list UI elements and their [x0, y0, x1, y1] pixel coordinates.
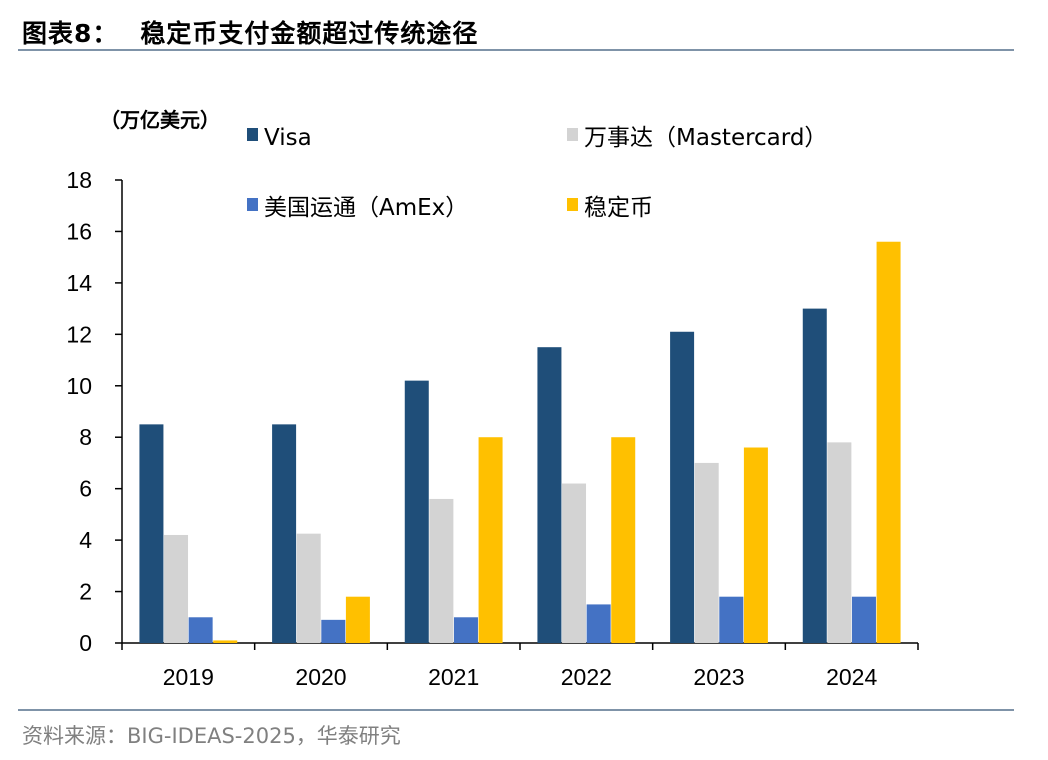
y-tick-label: 16 [66, 218, 92, 244]
y-tick-label: 18 [66, 167, 92, 193]
bar-2020-series-1 [272, 424, 297, 643]
bars [139, 241, 901, 643]
legend-swatch-2 [567, 128, 578, 141]
legend-label-2: 万事达（Mastercard） [584, 125, 827, 151]
legend-swatch-4 [567, 198, 578, 211]
bar-2022-series-4 [611, 437, 636, 643]
y-tick-label: 2 [79, 579, 92, 605]
bar-2020-series-3 [321, 619, 346, 643]
x-tick-label: 2023 [693, 664, 744, 690]
y-tick-label: 14 [66, 270, 92, 296]
bar-2024-series-4 [876, 241, 901, 643]
bar-2021-series-3 [453, 617, 478, 643]
x-tick-label: 2022 [561, 664, 612, 690]
legend-label-1: Visa [264, 125, 312, 151]
legend-label-4: 稳定币 [584, 195, 653, 221]
bar-2023-series-3 [719, 596, 744, 643]
bottom-divider [18, 709, 1014, 711]
y-tick-label: 10 [66, 373, 92, 399]
bar-2021-series-4 [478, 437, 503, 643]
x-tick-label: 2019 [163, 664, 214, 690]
x-tick-label: 2024 [826, 664, 877, 690]
bar-2023-series-1 [670, 331, 695, 643]
x-tick-label: 2020 [295, 664, 346, 690]
bar-2019-series-1 [139, 424, 164, 643]
bar-2023-series-2 [694, 462, 719, 643]
y-tick-label: 8 [79, 424, 92, 450]
bar-2020-series-4 [345, 596, 370, 643]
bar-2021-series-2 [429, 498, 454, 643]
legend-swatch-1 [247, 128, 258, 141]
chart-title: 图表8： 稳定币支付金额超过传统途径 [22, 14, 478, 50]
x-tick-label: 2021 [428, 664, 479, 690]
source-note: 资料来源：BIG-IDEAS-2025，华泰研究 [22, 724, 401, 748]
bar-2024-series-3 [851, 596, 876, 643]
bar-2020-series-2 [296, 533, 321, 643]
y-tick-label: 4 [79, 527, 92, 553]
y-tick-label: 12 [66, 321, 92, 347]
bar-2024-series-2 [827, 442, 852, 643]
bar-2022-series-2 [562, 483, 587, 643]
figure-title-text: 稳定币支付金额超过传统途径 [140, 19, 479, 48]
legend-label-3: 美国运通（AmEx） [264, 195, 468, 221]
y-unit-label: （万亿美元） [100, 108, 220, 132]
legend: Visa 万事达（Mastercard） 美国运通（AmEx） 稳定币 [247, 125, 827, 221]
bar-2019-series-4 [213, 640, 238, 643]
bar-2019-series-2 [164, 534, 189, 643]
bar-2019-series-3 [188, 617, 213, 643]
bar-2022-series-3 [586, 604, 611, 643]
bar-2024-series-1 [802, 308, 827, 643]
figure-number: 图表8： [22, 19, 119, 48]
y-tick-label: 6 [79, 476, 92, 502]
bar-2021-series-1 [404, 380, 429, 643]
top-divider [18, 49, 1014, 51]
bar-2023-series-4 [743, 447, 768, 643]
legend-swatch-3 [247, 198, 258, 211]
y-axis: 0 2 4 6 8 10 12 14 16 18 [66, 167, 123, 656]
bar-2022-series-1 [537, 347, 562, 643]
y-tick-label: 0 [79, 630, 92, 656]
x-axis: 2019 2020 2021 2022 2023 2024 [121, 642, 919, 690]
